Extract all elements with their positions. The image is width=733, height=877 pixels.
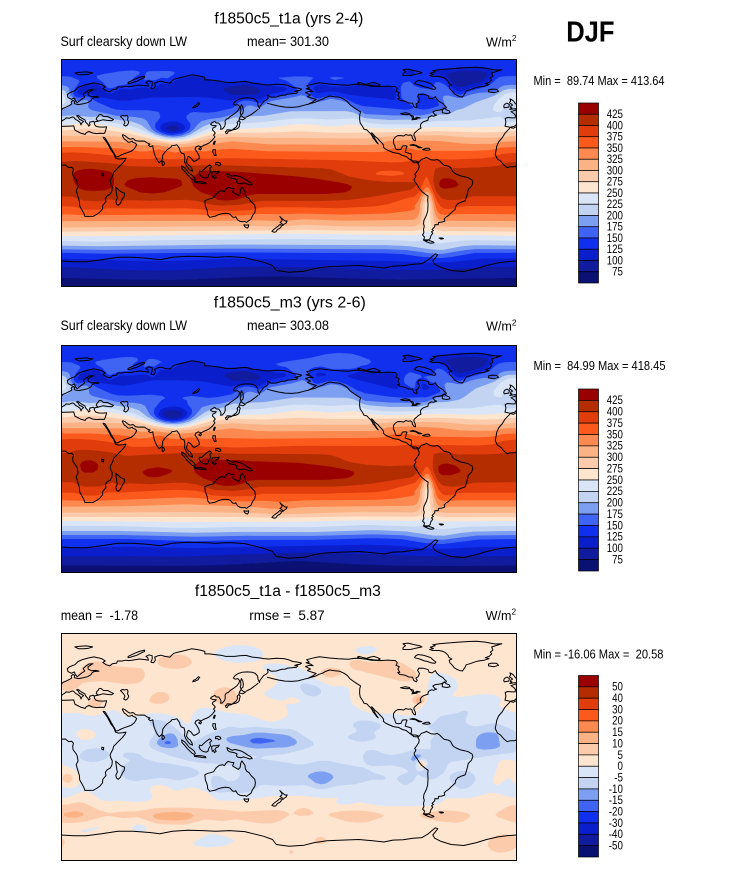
svg-text:-10: -10 bbox=[609, 783, 623, 796]
svg-text:-20: -20 bbox=[609, 806, 623, 819]
svg-text:425: 425 bbox=[607, 394, 623, 407]
svg-text:Min = 84.99 Max = 418.45: Min = 84.99 Max = 418.45 bbox=[534, 358, 666, 373]
svg-text:100: 100 bbox=[607, 542, 623, 555]
svg-text:-30: -30 bbox=[609, 817, 623, 830]
svg-text:300: 300 bbox=[607, 164, 623, 177]
svg-text:-15: -15 bbox=[609, 794, 623, 807]
svg-text:300: 300 bbox=[607, 451, 623, 464]
svg-text:W/m2: W/m2 bbox=[486, 317, 517, 333]
svg-text:20: 20 bbox=[612, 715, 623, 728]
svg-text:Min = -16.06 Max = 20.58: Min = -16.06 Max = 20.58 bbox=[534, 646, 664, 661]
svg-text:DJF: DJF bbox=[566, 17, 614, 49]
svg-text:125: 125 bbox=[607, 531, 623, 544]
svg-text:Surf clearsky down LW: Surf clearsky down LW bbox=[61, 34, 188, 49]
svg-text:40: 40 bbox=[612, 692, 623, 705]
svg-text:mean= 301.30: mean= 301.30 bbox=[247, 34, 329, 49]
svg-text:Min = 89.74 Max = 413.64: Min = 89.74 Max = 413.64 bbox=[534, 73, 665, 88]
svg-text:175: 175 bbox=[607, 508, 623, 521]
svg-text:mean = -1.78: mean = -1.78 bbox=[61, 608, 138, 623]
svg-text:150: 150 bbox=[607, 519, 623, 532]
svg-text:75: 75 bbox=[612, 266, 623, 279]
svg-text:f1850c5_t1a - f1850c5_m3: f1850c5_t1a - f1850c5_m3 bbox=[195, 583, 381, 600]
svg-text:75: 75 bbox=[612, 554, 623, 567]
svg-text:275: 275 bbox=[607, 463, 623, 476]
svg-text:200: 200 bbox=[607, 209, 623, 222]
svg-text:275: 275 bbox=[607, 176, 623, 189]
svg-text:5: 5 bbox=[618, 749, 623, 762]
svg-text:W/m2: W/m2 bbox=[486, 33, 517, 49]
svg-text:225: 225 bbox=[607, 198, 623, 211]
svg-text:mean= 303.08: mean= 303.08 bbox=[247, 318, 329, 333]
svg-text:325: 325 bbox=[607, 153, 623, 166]
svg-text:-40: -40 bbox=[609, 828, 623, 841]
svg-text:375: 375 bbox=[607, 417, 623, 430]
svg-text:f1850c5_m3 (yrs 2-6): f1850c5_m3 (yrs 2-6) bbox=[214, 295, 366, 312]
svg-text:400: 400 bbox=[607, 406, 623, 419]
svg-text:Surf clearsky down LW: Surf clearsky down LW bbox=[61, 318, 188, 333]
svg-text:-5: -5 bbox=[614, 771, 623, 784]
svg-text:50: 50 bbox=[612, 681, 623, 694]
svg-text:325: 325 bbox=[607, 440, 623, 453]
svg-text:150: 150 bbox=[607, 232, 623, 245]
svg-text:400: 400 bbox=[607, 119, 623, 132]
svg-text:225: 225 bbox=[607, 485, 623, 498]
svg-text:rmse = 5.87: rmse = 5.87 bbox=[249, 608, 324, 623]
svg-text:-50: -50 bbox=[609, 840, 623, 853]
svg-text:250: 250 bbox=[607, 187, 623, 200]
svg-text:125: 125 bbox=[607, 243, 623, 256]
svg-text:f1850c5_t1a (yrs 2-4): f1850c5_t1a (yrs 2-4) bbox=[214, 10, 363, 27]
svg-text:15: 15 bbox=[612, 726, 623, 739]
svg-text:250: 250 bbox=[607, 474, 623, 487]
svg-text:30: 30 bbox=[612, 703, 623, 716]
svg-text:375: 375 bbox=[607, 131, 623, 144]
svg-text:425: 425 bbox=[607, 108, 623, 121]
svg-text:0: 0 bbox=[618, 760, 623, 773]
svg-text:350: 350 bbox=[607, 428, 623, 441]
svg-text:10: 10 bbox=[612, 737, 623, 750]
svg-text:W/m2: W/m2 bbox=[486, 607, 517, 623]
svg-text:350: 350 bbox=[607, 142, 623, 155]
svg-text:175: 175 bbox=[607, 221, 623, 234]
svg-text:100: 100 bbox=[607, 254, 623, 267]
svg-text:200: 200 bbox=[607, 497, 623, 510]
